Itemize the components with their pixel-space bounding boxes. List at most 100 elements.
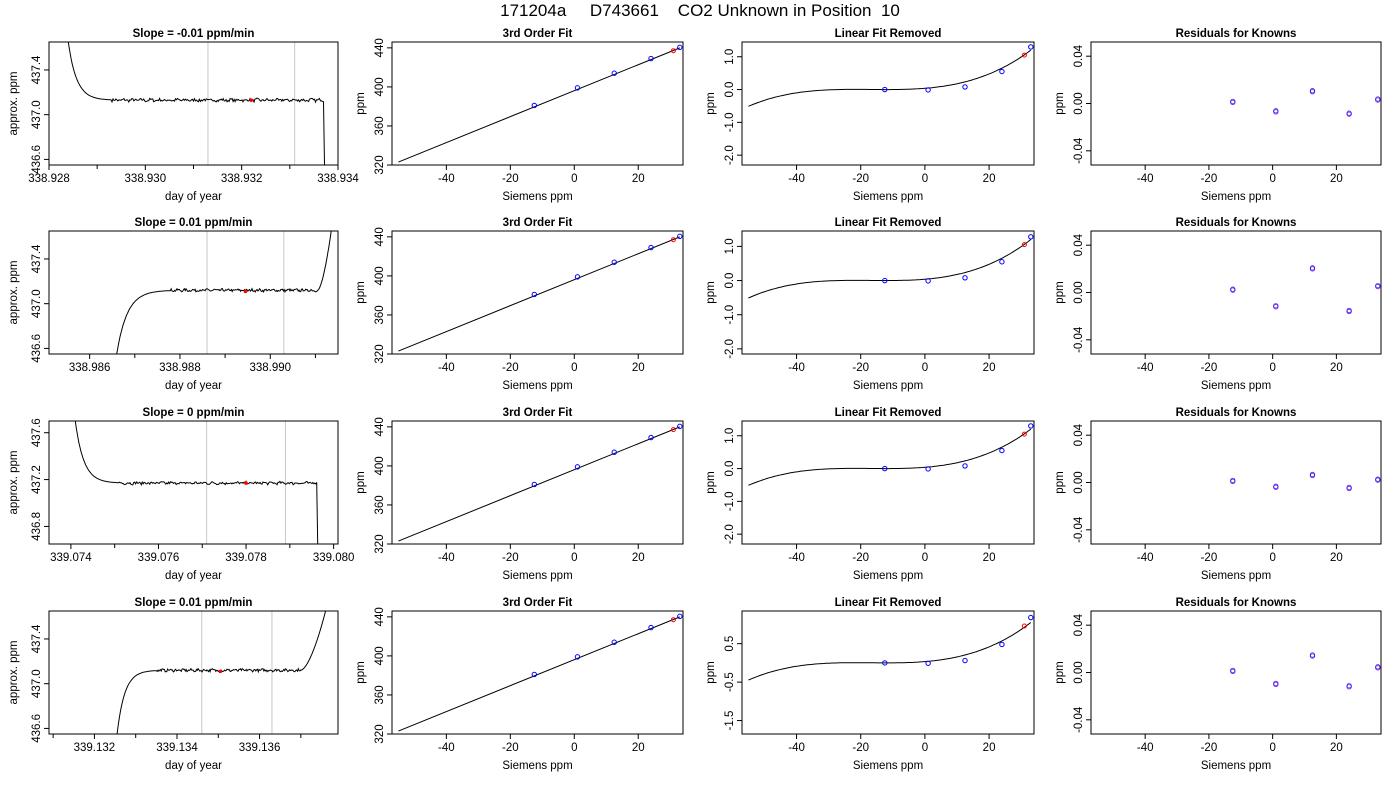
y-tick-label: 0.0 xyxy=(724,461,736,477)
panel-resid-r2: Residuals for Knowns -40 -20 0 20 -0.04 0.00 0.… xyxy=(1054,407,1382,582)
x-tick-label: -40 xyxy=(788,362,805,374)
y-axis-label: ppm xyxy=(1054,471,1066,493)
figure-title: 171204a D743661 CO2 Unknown in Position … xyxy=(500,1,900,20)
panel-fit-r3: 3rd Order Fit -40 -20 0 20 320 360 400 440 Siemen… xyxy=(355,597,684,772)
plot-area xyxy=(398,44,683,163)
known-point xyxy=(611,449,617,455)
known-point xyxy=(574,654,581,660)
panel-resid-r1: Residuals for Knowns -40 -20 0 20 -0.04 0.00 0.… xyxy=(1054,217,1382,392)
known-point-outline xyxy=(1346,683,1352,689)
known-point xyxy=(677,613,683,620)
y-tick-label: 437.4 xyxy=(31,244,43,273)
known-point xyxy=(648,55,654,62)
x-tick-label: -20 xyxy=(1201,173,1218,185)
x-tick-label: 0 xyxy=(571,742,577,754)
axes-frame xyxy=(48,420,339,545)
known-point xyxy=(1346,308,1352,315)
x-tick-label: 20 xyxy=(1330,173,1343,185)
y-tick-label: 0.00 xyxy=(1073,471,1085,493)
y-tick-label: 436.6 xyxy=(31,714,43,743)
panel-linfit-r0: Linear Fit Removed -40 -20 0 20 -2.0 -1.0 0.0 1.… xyxy=(705,28,1035,203)
plot-area xyxy=(398,613,683,732)
y-tick-label: 0.5 xyxy=(724,636,736,652)
x-tick-label: 339.134 xyxy=(156,742,198,754)
plot-area xyxy=(398,233,683,352)
fit-curve xyxy=(748,622,1032,681)
known-point xyxy=(574,85,581,91)
axes-frame xyxy=(391,420,684,545)
y-tick-label: -2.0 xyxy=(724,524,736,544)
known-point xyxy=(1309,266,1316,272)
panel-fit-r1: 3rd Order Fit -40 -20 0 20 320 360 400 440 Siemen… xyxy=(355,217,684,392)
panel-resid-r3: Residuals for Knowns -40 -20 0 20 -0.04 0.00 0.… xyxy=(1054,597,1382,772)
y-tick-label: -0.04 xyxy=(1073,706,1085,733)
known-point xyxy=(882,465,888,472)
known-point-outline xyxy=(1375,664,1381,670)
x-tick-label: -40 xyxy=(438,173,455,185)
axes-frame xyxy=(391,610,684,735)
y-tick-label: 320 xyxy=(374,344,386,363)
panel-trace-r3: Slope = 0.01 ppm/min 339.132 339.134 339.13… xyxy=(8,597,339,772)
plot-area xyxy=(1230,265,1381,315)
panel-title: Linear Fit Removed xyxy=(835,28,942,40)
y-axis-label: approx. ppm xyxy=(8,451,20,515)
x-axis-label: day of year xyxy=(165,760,222,772)
x-axis-label: Siemens ppm xyxy=(1201,760,1271,772)
y-tick-label: 1.0 xyxy=(724,49,736,65)
known-point xyxy=(1230,287,1236,293)
signal-trace xyxy=(74,421,321,544)
x-tick-label: 20 xyxy=(1330,552,1343,564)
y-tick-label: 0.0 xyxy=(724,82,736,98)
panel-title: Linear Fit Removed xyxy=(835,407,942,419)
known-point xyxy=(531,671,538,678)
fit-curve xyxy=(398,236,680,352)
y-tick-label: 320 xyxy=(374,534,386,553)
x-tick-label: 338.990 xyxy=(249,362,291,374)
y-tick-label: 437.4 xyxy=(31,624,43,653)
panel-trace-r2: Slope = 0 ppm/min 339.074 339.076 339.078 33… xyxy=(8,407,354,582)
panel-fit-r2: 3rd Order Fit -40 -20 0 20 320 360 400 440 Siemen… xyxy=(355,407,684,582)
x-tick-label: 338.934 xyxy=(317,173,359,185)
panel-title: 3rd Order Fit xyxy=(503,217,573,229)
x-tick-label: 20 xyxy=(983,173,996,185)
y-tick-label: 400 xyxy=(374,266,386,285)
x-tick-label: 339.078 xyxy=(225,552,267,564)
x-tick-label: -20 xyxy=(502,173,519,185)
y-tick-label: 440 xyxy=(374,607,386,626)
y-tick-label: 436.6 xyxy=(31,145,43,174)
x-tick-label: -40 xyxy=(438,552,455,564)
known-point-outline xyxy=(1273,303,1279,309)
x-tick-label: 338.988 xyxy=(159,362,201,374)
x-tick-label: -20 xyxy=(852,552,869,564)
x-tick-label: -40 xyxy=(438,742,455,754)
known-point-outline xyxy=(1230,477,1236,483)
axes-frame xyxy=(741,420,1035,545)
plot-area xyxy=(74,421,321,544)
plot-area xyxy=(116,231,332,354)
known-point xyxy=(999,68,1005,75)
x-tick-label: 339.074 xyxy=(50,552,92,564)
y-tick-label: 0.04 xyxy=(1073,613,1085,636)
x-tick-label: -20 xyxy=(1201,362,1218,374)
signal-trace xyxy=(116,231,332,354)
axes-frame xyxy=(391,230,684,355)
y-axis-label: approx. ppm xyxy=(8,72,20,136)
x-tick-label: 338.928 xyxy=(28,173,70,185)
y-tick-label: 0.00 xyxy=(1073,92,1085,114)
panel-title: Linear Fit Removed xyxy=(835,597,942,609)
x-tick-label: 0 xyxy=(1269,173,1275,185)
panel-title: Slope = 0 ppm/min xyxy=(143,407,245,419)
axes-frame xyxy=(48,610,339,735)
known-point xyxy=(1375,283,1381,290)
known-point xyxy=(611,259,617,265)
x-tick-label: -40 xyxy=(1137,173,1154,185)
plot-area xyxy=(116,611,327,734)
y-tick-label: -0.5 xyxy=(724,672,736,692)
known-point xyxy=(1346,111,1352,117)
y-tick-label: -0.04 xyxy=(1073,326,1085,353)
x-tick-label: 338.986 xyxy=(69,362,111,374)
y-axis-label: approx. ppm xyxy=(8,261,20,325)
y-tick-label: 437.2 xyxy=(31,465,43,494)
known-point xyxy=(574,464,581,470)
